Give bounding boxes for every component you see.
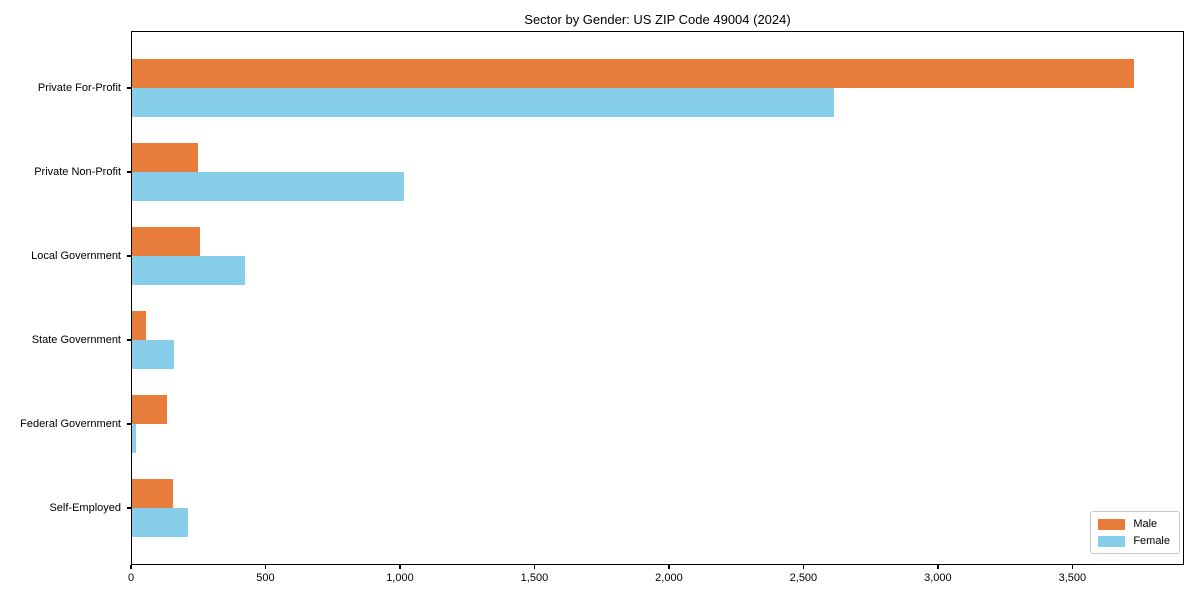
ytick-mark: [127, 423, 131, 425]
xtick-mark: [937, 565, 939, 569]
ytick-mark: [127, 87, 131, 89]
ytick-label-self-employed: Self-Employed: [49, 502, 121, 514]
legend-label-male: Male: [1133, 518, 1158, 530]
xtick-mark: [533, 565, 536, 569]
bar-male-private-for-profit: [131, 59, 1135, 88]
xtick-label-3000: 3,000: [924, 572, 952, 584]
xtick-mark: [668, 565, 670, 569]
ytick-label-local-government: Local Government: [31, 250, 121, 262]
bar-male-state-government: [131, 311, 146, 340]
xtick-label-2500: 2,500: [789, 572, 818, 584]
bar-female-federal-government: [131, 424, 137, 453]
y-axis: Private For-Profit Private Non-Profit Loca…: [0, 31, 131, 565]
plot-area: Male Female: [131, 31, 1184, 565]
xtick-mark: [802, 565, 805, 569]
bar-female-private-for-profit: [131, 88, 835, 117]
ytick-label-federal-government: Federal Government: [20, 418, 121, 430]
ytick-label-private-non-profit: Private Non-Profit: [34, 166, 121, 178]
xtick-label-3500: 3,500: [1058, 572, 1087, 584]
legend-swatch-female: [1098, 535, 1126, 547]
bar-female-private-non-profit: [131, 172, 404, 201]
bar-female-state-government: [131, 340, 174, 369]
xtick-mark: [130, 565, 132, 569]
bar-male-self-employed: [131, 479, 173, 508]
x-axis: 0 500 1,000 1,500 2,000 2,500 3,000 3,500: [127, 565, 1184, 597]
ytick-mark: [127, 255, 131, 257]
xtick-label-0: 0: [127, 572, 135, 584]
ytick-label-private-for-profit: Private For-Profit: [37, 82, 121, 94]
legend-swatch-male: [1098, 518, 1126, 530]
chart-title: Sector by Gender: US ZIP Code 49004 (202…: [524, 12, 791, 27]
xtick-mark: [399, 565, 401, 569]
xtick-label-1500: 1,500: [520, 572, 549, 584]
ytick-mark: [127, 171, 131, 173]
bar-female-self-employed: [131, 508, 188, 537]
ytick-label-state-government: State Government: [31, 334, 121, 346]
bars-layer: [131, 31, 1184, 565]
ytick-mark: [127, 507, 131, 509]
xtick-label-2000: 2,000: [655, 572, 683, 584]
legend-label-female: Female: [1133, 535, 1170, 547]
xtick-label-1000: 1,000: [386, 572, 414, 584]
bar-female-local-government: [131, 256, 246, 285]
xtick-mark: [1071, 565, 1074, 569]
xtick-mark: [264, 565, 267, 569]
bar-male-private-non-profit: [131, 143, 199, 172]
legend-row-female: Female: [1098, 535, 1170, 547]
legend: Male Female: [1090, 511, 1180, 554]
bar-male-local-government: [131, 227, 200, 256]
bar-male-federal-government: [131, 395, 168, 424]
xtick-label-500: 500: [256, 572, 275, 584]
ytick-mark: [127, 339, 131, 341]
legend-row-male: Male: [1098, 518, 1170, 530]
